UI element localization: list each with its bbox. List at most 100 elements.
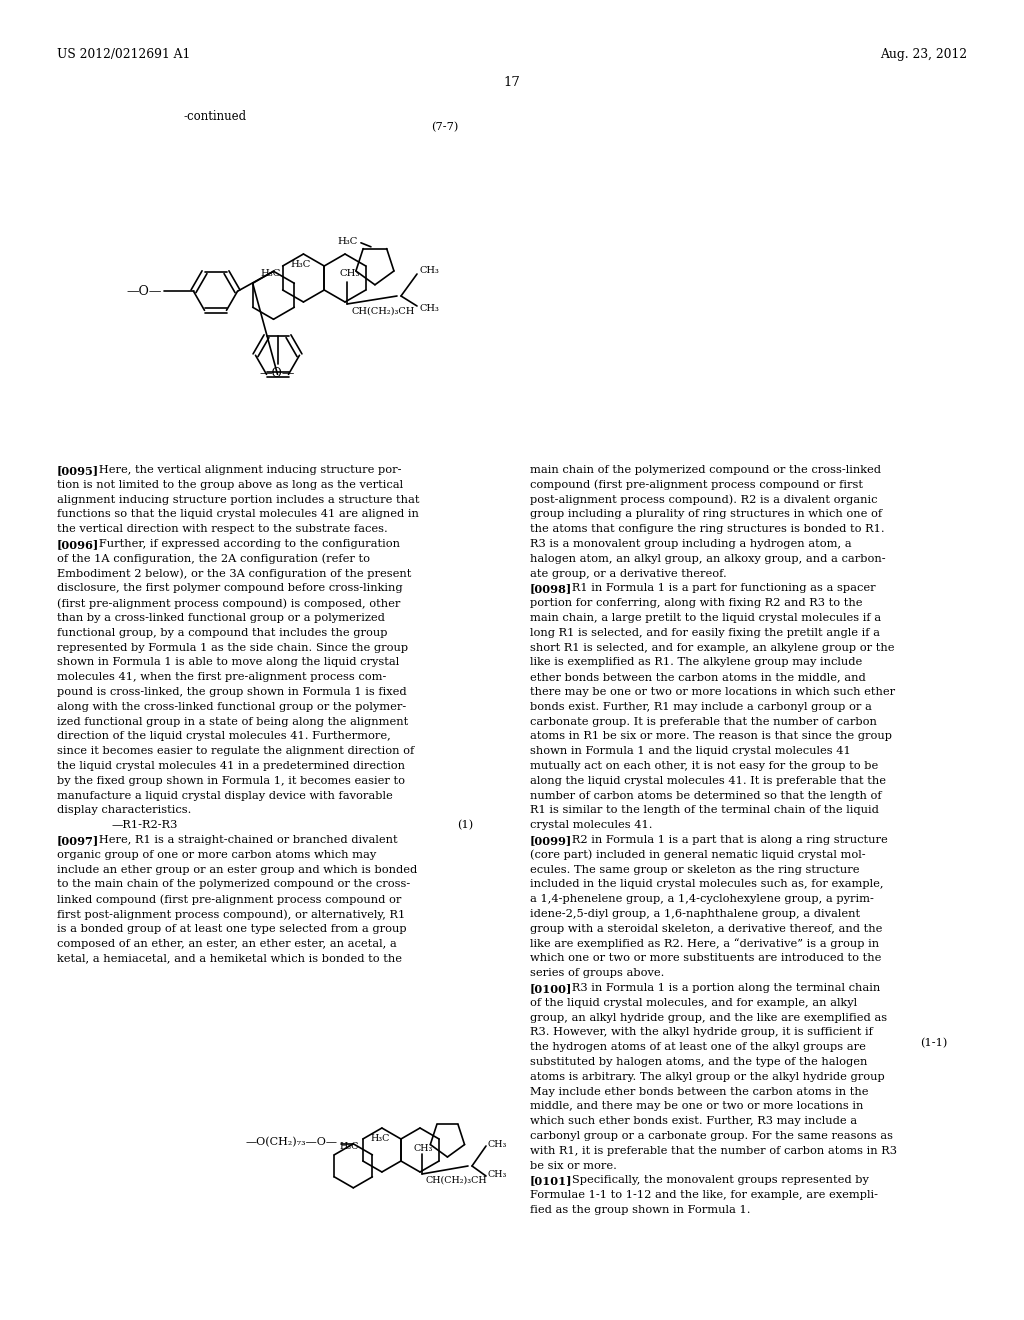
- Text: ketal, a hemiacetal, and a hemiketal which is bonded to the: ketal, a hemiacetal, and a hemiketal whi…: [57, 953, 402, 964]
- Text: CH₃: CH₃: [339, 269, 359, 279]
- Text: [0097]: [0097]: [57, 836, 99, 846]
- Text: tion is not limited to the group above as long as the vertical: tion is not limited to the group above a…: [57, 479, 403, 490]
- Text: CH(CH₂)₃CH: CH(CH₂)₃CH: [426, 1176, 487, 1185]
- Text: linked compound (first pre-alignment process compound or: linked compound (first pre-alignment pro…: [57, 894, 401, 904]
- Text: Specifically, the monovalent groups represented by: Specifically, the monovalent groups repr…: [560, 1175, 868, 1185]
- Text: post-alignment process compound). R2 is a divalent organic: post-alignment process compound). R2 is …: [530, 495, 878, 506]
- Text: H₃C: H₃C: [290, 260, 310, 269]
- Text: compound (first pre-alignment process compound or first: compound (first pre-alignment process co…: [530, 479, 863, 490]
- Text: ate group, or a derivative thereof.: ate group, or a derivative thereof.: [530, 569, 727, 578]
- Text: alignment inducing structure portion includes a structure that: alignment inducing structure portion inc…: [57, 495, 420, 504]
- Text: the atoms that configure the ring structures is bonded to R1.: the atoms that configure the ring struct…: [530, 524, 885, 535]
- Text: CH₃: CH₃: [419, 304, 439, 313]
- Text: [0098]: [0098]: [530, 583, 572, 594]
- Text: functional group, by a compound that includes the group: functional group, by a compound that inc…: [57, 628, 387, 638]
- Text: (1): (1): [457, 820, 473, 830]
- Text: like is exemplified as R1. The alkylene group may include: like is exemplified as R1. The alkylene …: [530, 657, 862, 668]
- Text: CH₃: CH₃: [419, 267, 439, 275]
- Text: long R1 is selected, and for easily fixing the pretilt angle if a: long R1 is selected, and for easily fixi…: [530, 628, 880, 638]
- Text: (1-1): (1-1): [920, 1038, 947, 1048]
- Text: —O(CH₂)₇₃—O—: —O(CH₂)₇₃—O—: [246, 1137, 337, 1147]
- Text: group with a steroidal skeleton, a derivative thereof, and the: group with a steroidal skeleton, a deriv…: [530, 924, 883, 933]
- Text: ecules. The same group or skeleton as the ring structure: ecules. The same group or skeleton as th…: [530, 865, 859, 875]
- Text: (first pre-alignment process compound) is composed, other: (first pre-alignment process compound) i…: [57, 598, 400, 609]
- Text: May include ether bonds between the carbon atoms in the: May include ether bonds between the carb…: [530, 1086, 868, 1097]
- Text: manufacture a liquid crystal display device with favorable: manufacture a liquid crystal display dev…: [57, 791, 393, 801]
- Text: shown in Formula 1 and the liquid crystal molecules 41: shown in Formula 1 and the liquid crysta…: [530, 746, 851, 756]
- Text: ized functional group in a state of being along the alignment: ized functional group in a state of bein…: [57, 717, 409, 726]
- Text: middle, and there may be one or two or more locations in: middle, and there may be one or two or m…: [530, 1101, 863, 1111]
- Text: functions so that the liquid crystal molecules 41 are aligned in: functions so that the liquid crystal mol…: [57, 510, 419, 519]
- Text: Here, R1 is a straight-chained or branched divalent: Here, R1 is a straight-chained or branch…: [88, 836, 397, 845]
- Text: fied as the group shown in Formula 1.: fied as the group shown in Formula 1.: [530, 1205, 751, 1214]
- Text: Embodiment 2 below), or the 3A configuration of the present: Embodiment 2 below), or the 3A configura…: [57, 569, 412, 579]
- Text: like are exemplified as R2. Here, a “derivative” is a group in: like are exemplified as R2. Here, a “der…: [530, 939, 880, 949]
- Text: to the main chain of the polymerized compound or the cross-: to the main chain of the polymerized com…: [57, 879, 411, 890]
- Text: [0100]: [0100]: [530, 983, 572, 994]
- Text: since it becomes easier to regulate the alignment direction of: since it becomes easier to regulate the …: [57, 746, 415, 756]
- Text: the hydrogen atoms of at least one of the alkyl groups are: the hydrogen atoms of at least one of th…: [530, 1043, 866, 1052]
- Text: which such ether bonds exist. Further, R3 may include a: which such ether bonds exist. Further, R…: [530, 1117, 857, 1126]
- Text: Here, the vertical alignment inducing structure por-: Here, the vertical alignment inducing st…: [88, 465, 401, 475]
- Text: —O—: —O—: [126, 285, 162, 298]
- Text: H₃C: H₃C: [260, 269, 281, 277]
- Text: be six or more.: be six or more.: [530, 1160, 616, 1171]
- Text: CH₃: CH₃: [414, 1144, 433, 1152]
- Text: by the fixed group shown in Formula 1, it becomes easier to: by the fixed group shown in Formula 1, i…: [57, 776, 406, 785]
- Text: with R1, it is preferable that the number of carbon atoms in R3: with R1, it is preferable that the numbe…: [530, 1146, 897, 1156]
- Text: H₃C: H₃C: [371, 1134, 390, 1143]
- Text: US 2012/0212691 A1: US 2012/0212691 A1: [57, 48, 190, 61]
- Text: number of carbon atoms be determined so that the length of: number of carbon atoms be determined so …: [530, 791, 882, 801]
- Text: crystal molecules 41.: crystal molecules 41.: [530, 820, 652, 830]
- Text: group including a plurality of ring structures in which one of: group including a plurality of ring stru…: [530, 510, 882, 519]
- Text: atoms in R1 be six or more. The reason is that since the group: atoms in R1 be six or more. The reason i…: [530, 731, 892, 742]
- Text: R1 is similar to the length of the terminal chain of the liquid: R1 is similar to the length of the termi…: [530, 805, 879, 816]
- Text: 17: 17: [504, 77, 520, 88]
- Text: display characteristics.: display characteristics.: [57, 805, 191, 816]
- Text: R3 in Formula 1 is a portion along the terminal chain: R3 in Formula 1 is a portion along the t…: [560, 983, 880, 993]
- Text: included in the liquid crystal molecules such as, for example,: included in the liquid crystal molecules…: [530, 879, 884, 890]
- Text: molecules 41, when the first pre-alignment process com-: molecules 41, when the first pre-alignme…: [57, 672, 386, 682]
- Text: along the liquid crystal molecules 41. It is preferable that the: along the liquid crystal molecules 41. I…: [530, 776, 886, 785]
- Text: organic group of one or more carbon atoms which may: organic group of one or more carbon atom…: [57, 850, 376, 859]
- Text: [0096]: [0096]: [57, 539, 99, 550]
- Text: series of groups above.: series of groups above.: [530, 968, 665, 978]
- Text: carbonyl group or a carbonate group. For the same reasons as: carbonyl group or a carbonate group. For…: [530, 1131, 893, 1140]
- Text: [0099]: [0099]: [530, 836, 572, 846]
- Text: short R1 is selected, and for example, an alkylene group or the: short R1 is selected, and for example, a…: [530, 643, 895, 652]
- Text: a 1,4-phenelene group, a 1,4-cyclohexylene group, a pyrim-: a 1,4-phenelene group, a 1,4-cyclohexyle…: [530, 894, 873, 904]
- Text: Further, if expressed according to the configuration: Further, if expressed according to the c…: [88, 539, 399, 549]
- Text: CH(CH₂)₃CH: CH(CH₂)₃CH: [352, 308, 416, 315]
- Text: include an ether group or an ester group and which is bonded: include an ether group or an ester group…: [57, 865, 417, 875]
- Text: [0095]: [0095]: [57, 465, 99, 477]
- Text: group, an alkyl hydride group, and the like are exemplified as: group, an alkyl hydride group, and the l…: [530, 1012, 887, 1023]
- Text: composed of an ether, an ester, an ether ester, an acetal, a: composed of an ether, an ester, an ether…: [57, 939, 396, 949]
- Text: shown in Formula 1 is able to move along the liquid crystal: shown in Formula 1 is able to move along…: [57, 657, 399, 668]
- Text: —R1-R2-R3: —R1-R2-R3: [112, 820, 178, 830]
- Text: CH₃: CH₃: [488, 1140, 507, 1148]
- Text: than by a cross-linked functional group or a polymerized: than by a cross-linked functional group …: [57, 612, 385, 623]
- Text: pound is cross-linked, the group shown in Formula 1 is fixed: pound is cross-linked, the group shown i…: [57, 686, 407, 697]
- Text: CH₃: CH₃: [488, 1170, 507, 1179]
- Text: is a bonded group of at least one type selected from a group: is a bonded group of at least one type s…: [57, 924, 407, 933]
- Text: portion for conferring, along with fixing R2 and R3 to the: portion for conferring, along with fixin…: [530, 598, 862, 609]
- Text: H₃C: H₃C: [340, 1142, 359, 1151]
- Text: atoms is arbitrary. The alkyl group or the alkyl hydride group: atoms is arbitrary. The alkyl group or t…: [530, 1072, 885, 1082]
- Text: the vertical direction with respect to the substrate faces.: the vertical direction with respect to t…: [57, 524, 388, 535]
- Text: —O—: —O—: [260, 367, 295, 380]
- Text: bonds exist. Further, R1 may include a carbonyl group or a: bonds exist. Further, R1 may include a c…: [530, 702, 871, 711]
- Text: halogen atom, an alkyl group, an alkoxy group, and a carbon-: halogen atom, an alkyl group, an alkoxy …: [530, 554, 886, 564]
- Text: which one or two or more substituents are introduced to the: which one or two or more substituents ar…: [530, 953, 882, 964]
- Text: (core part) included in general nematic liquid crystal mol-: (core part) included in general nematic …: [530, 850, 865, 861]
- Text: the liquid crystal molecules 41 in a predetermined direction: the liquid crystal molecules 41 in a pre…: [57, 762, 406, 771]
- Text: there may be one or two or more locations in which such ether: there may be one or two or more location…: [530, 686, 895, 697]
- Text: [0101]: [0101]: [530, 1175, 572, 1187]
- Text: direction of the liquid crystal molecules 41. Furthermore,: direction of the liquid crystal molecule…: [57, 731, 391, 742]
- Text: main chain, a large pretilt to the liquid crystal molecules if a: main chain, a large pretilt to the liqui…: [530, 612, 881, 623]
- Text: of the liquid crystal molecules, and for example, an alkyl: of the liquid crystal molecules, and for…: [530, 998, 857, 1007]
- Text: represented by Formula 1 as the side chain. Since the group: represented by Formula 1 as the side cha…: [57, 643, 409, 652]
- Text: H₃C: H₃C: [337, 236, 357, 246]
- Text: carbonate group. It is preferable that the number of carbon: carbonate group. It is preferable that t…: [530, 717, 877, 726]
- Text: mutually act on each other, it is not easy for the group to be: mutually act on each other, it is not ea…: [530, 762, 879, 771]
- Text: of the 1A configuration, the 2A configuration (refer to: of the 1A configuration, the 2A configur…: [57, 554, 370, 565]
